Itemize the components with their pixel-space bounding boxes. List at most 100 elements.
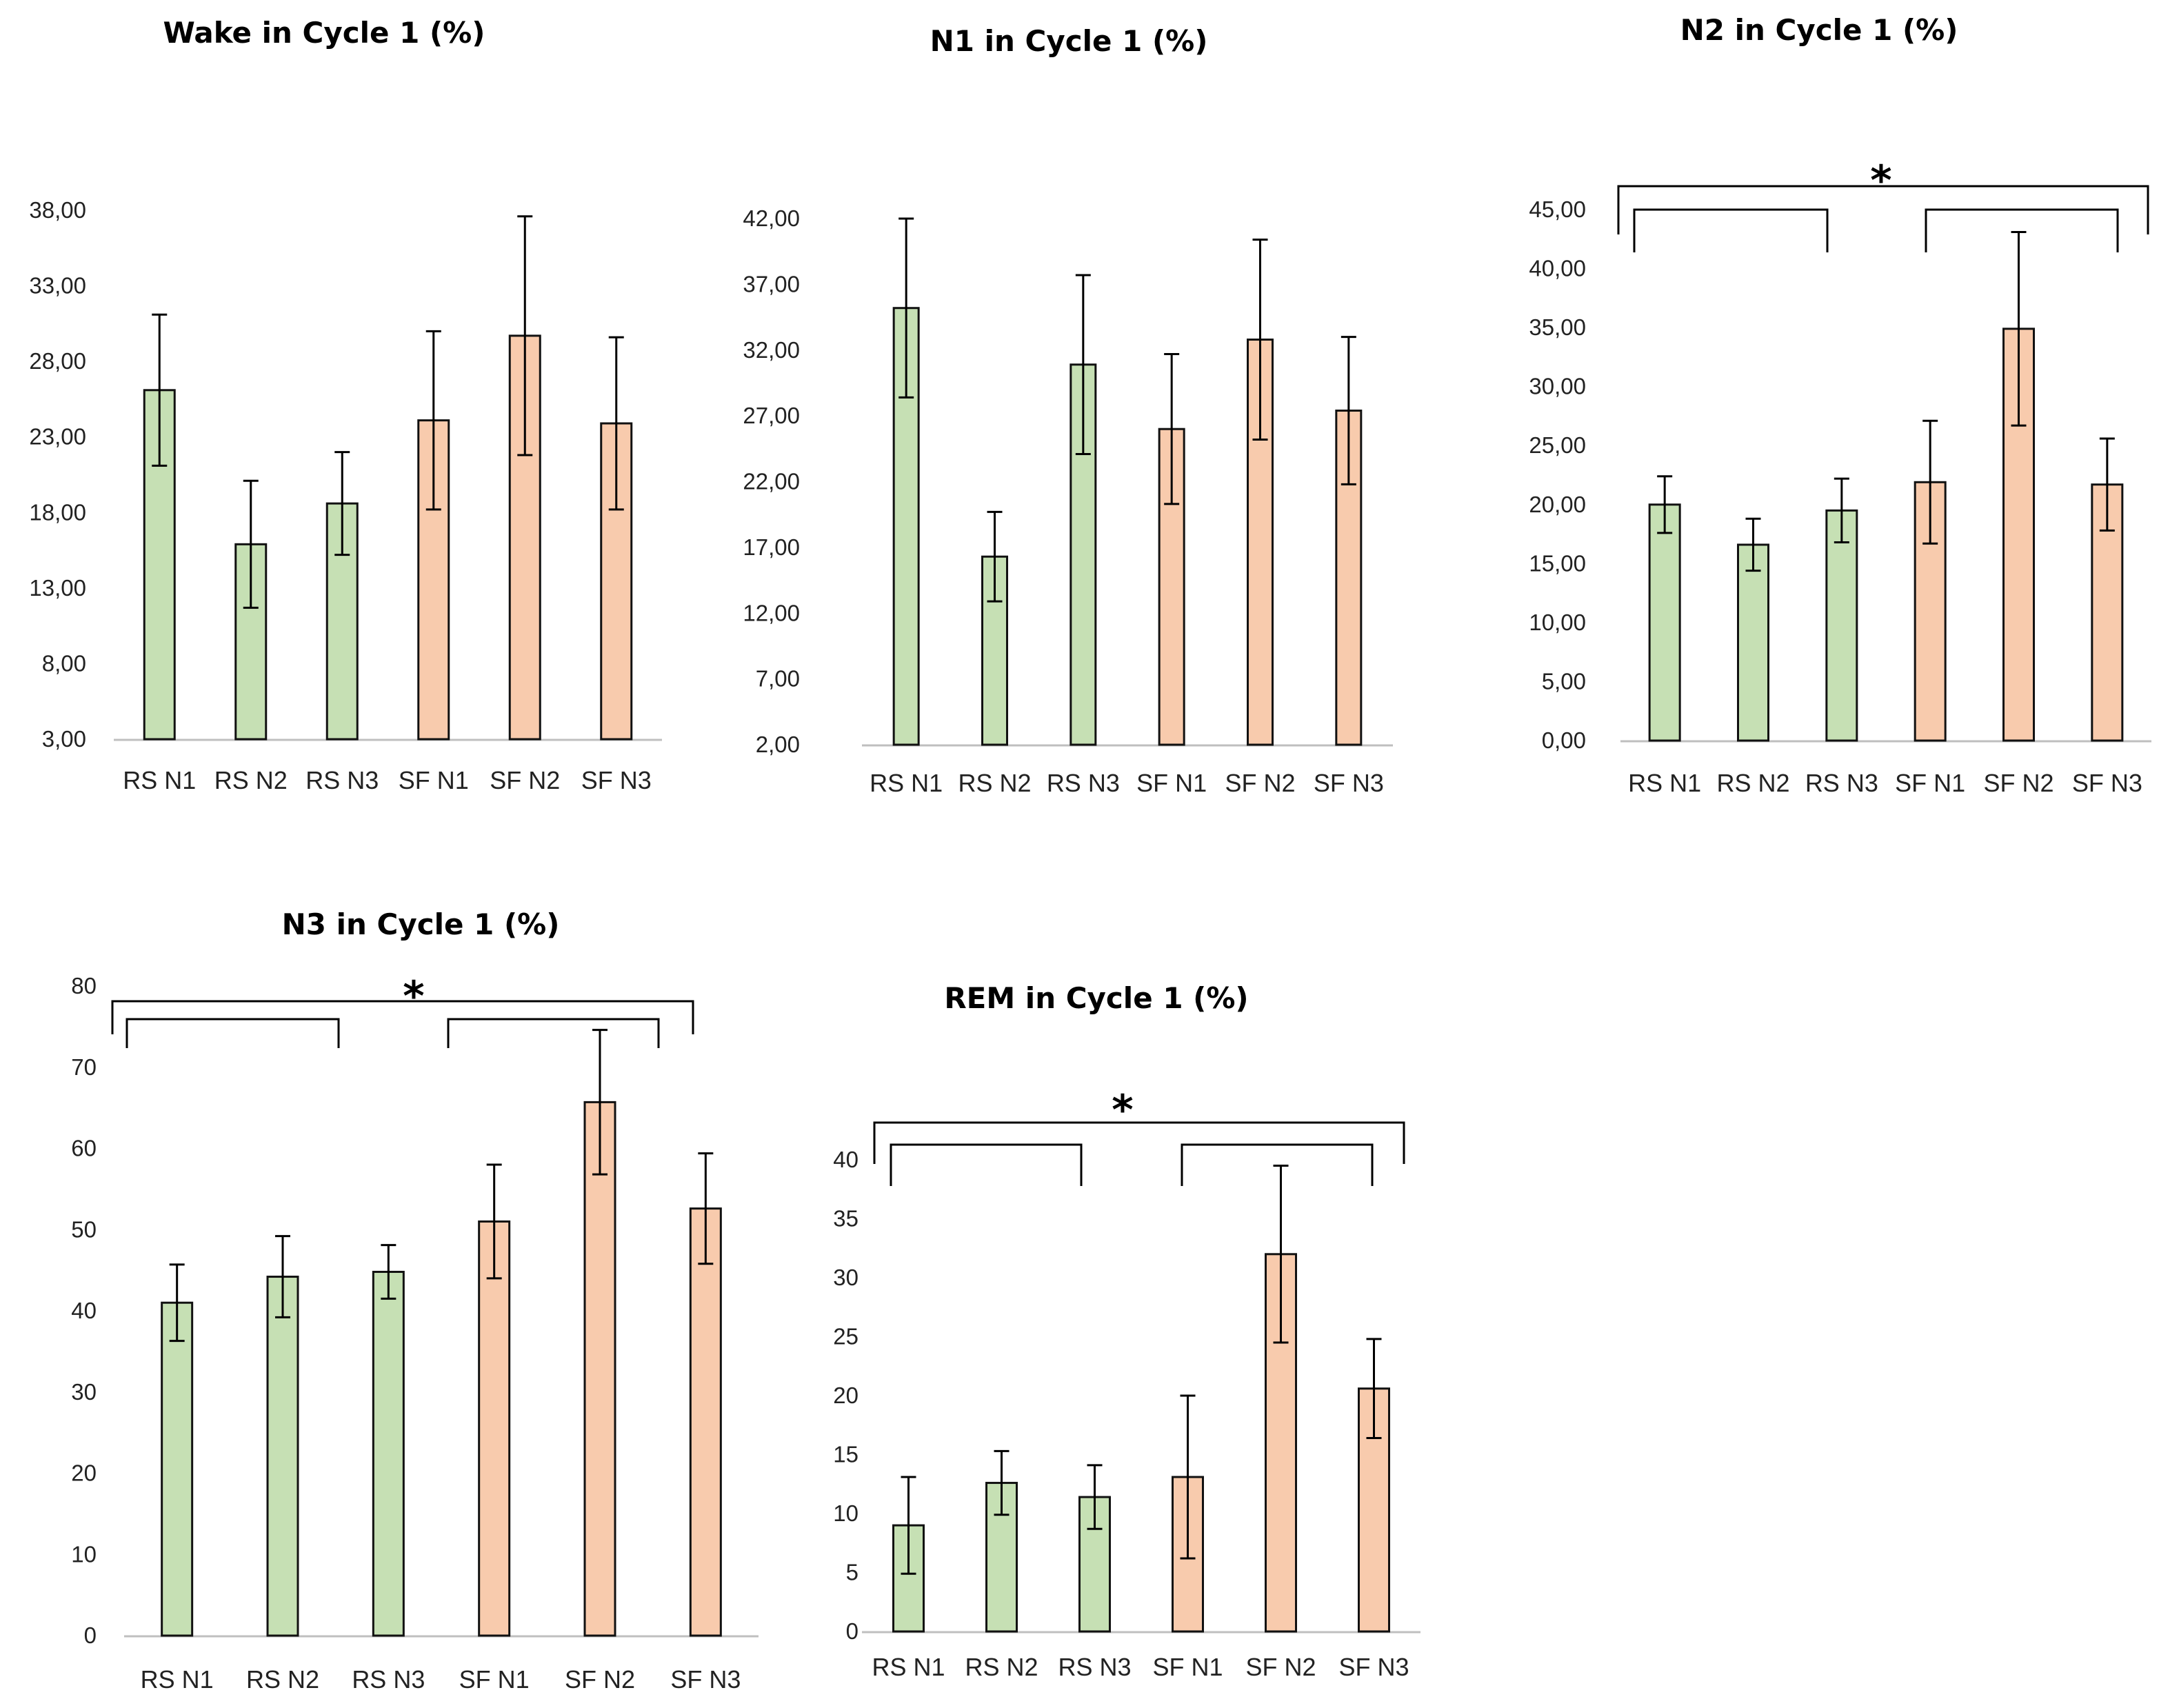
y-tick-label: 20,00 bbox=[1529, 492, 1586, 517]
x-category-label: SF N3 bbox=[1338, 1653, 1409, 1681]
y-tick-label: 30 bbox=[833, 1265, 858, 1290]
chart-n1: N1 in Cycle 1 (%) 2,00 7,00 12,00 17,00 22,00… bbox=[743, 24, 1393, 797]
y-tick-label: 40,00 bbox=[1529, 256, 1586, 281]
y-tick-label: 35 bbox=[833, 1206, 858, 1232]
y-tick-label: 23,00 bbox=[29, 424, 86, 450]
y-tick-label: 17,00 bbox=[743, 534, 800, 560]
x-category-label: SF N2 bbox=[490, 766, 560, 794]
y-tick-label: 15 bbox=[833, 1442, 858, 1467]
y-tick-label: 33,00 bbox=[29, 273, 86, 299]
chart-title: N1 in Cycle 1 (%) bbox=[930, 24, 1208, 58]
y-tick-label: 13,00 bbox=[29, 575, 86, 601]
y-tick-label: 20 bbox=[71, 1460, 97, 1486]
y-tick-label: 27,00 bbox=[743, 403, 800, 428]
y-tick-label: 22,00 bbox=[743, 469, 800, 494]
x-category-label: SF N1 bbox=[459, 1665, 530, 1694]
y-tick-label: 20 bbox=[833, 1383, 858, 1408]
significance-bracket-group bbox=[1181, 1143, 1374, 1186]
y-tick-label: 5,00 bbox=[1542, 668, 1586, 694]
y-tick-label: 0 bbox=[84, 1622, 97, 1648]
significance-star: * bbox=[1870, 157, 1891, 205]
bar-rs-n1 bbox=[1648, 503, 1681, 742]
y-tick-label: 25,00 bbox=[1529, 432, 1586, 458]
y-tick-label: 0 bbox=[846, 1618, 858, 1644]
x-category-label: RS N3 bbox=[352, 1665, 425, 1694]
significance-star: * bbox=[1112, 1086, 1133, 1134]
bar-rs-n3 bbox=[1825, 509, 1858, 742]
y-tick-label: 3,00 bbox=[42, 726, 86, 752]
bar-rs-n2 bbox=[1737, 543, 1769, 742]
x-category-label: SF N3 bbox=[670, 1665, 741, 1694]
x-category-label: RS N2 bbox=[958, 769, 1031, 797]
chart-title: N2 in Cycle 1 (%) bbox=[1680, 13, 1958, 47]
y-tick-label: 45,00 bbox=[1529, 197, 1586, 222]
y-tick-label: 15,00 bbox=[1529, 550, 1586, 576]
x-category-label: RS N2 bbox=[965, 1653, 1038, 1681]
x-category-label: RS N1 bbox=[123, 766, 196, 794]
y-tick-label: 10 bbox=[833, 1500, 858, 1526]
y-tick-label: 10,00 bbox=[1529, 610, 1586, 635]
y-tick-label: 7,00 bbox=[756, 666, 800, 692]
significance-bracket-group bbox=[890, 1143, 1083, 1186]
x-category-label: SF N2 bbox=[565, 1665, 635, 1694]
x-category-label: SF N2 bbox=[1245, 1653, 1316, 1681]
x-category-label: SF N2 bbox=[1225, 769, 1295, 797]
significance-bracket-group bbox=[125, 1018, 340, 1048]
y-tick-label: 80 bbox=[71, 973, 97, 998]
significance-bracket-outer bbox=[111, 1000, 694, 1034]
y-tick-label: 38,00 bbox=[29, 197, 86, 223]
significance-bracket-outer bbox=[873, 1121, 1405, 1164]
y-tick-label: 12,00 bbox=[743, 600, 800, 625]
x-category-label: SF N3 bbox=[1314, 769, 1384, 797]
y-tick-label: 40 bbox=[71, 1298, 97, 1323]
y-tick-label: 0,00 bbox=[1542, 727, 1586, 753]
x-category-label: RS N2 bbox=[246, 1665, 319, 1694]
x-category-label: SF N1 bbox=[1895, 769, 1965, 797]
x-category-label: RS N1 bbox=[870, 769, 943, 797]
chart-n2: N2 in Cycle 1 (%) 0,00 5,00 10,00 15,00 20,00… bbox=[1529, 13, 2151, 797]
x-category-label: RS N1 bbox=[872, 1653, 945, 1681]
x-category-label: RS N3 bbox=[1805, 769, 1878, 797]
y-tick-label: 30,00 bbox=[1529, 374, 1586, 399]
y-tick-label: 35,00 bbox=[1529, 314, 1586, 340]
bar-rs-n1 bbox=[161, 1301, 194, 1637]
x-category-label: RS N1 bbox=[141, 1665, 214, 1694]
y-tick-label: 5 bbox=[846, 1560, 858, 1585]
y-tick-label: 70 bbox=[71, 1054, 97, 1080]
y-tick-label: 25 bbox=[833, 1324, 858, 1349]
x-category-label: SF N1 bbox=[1136, 769, 1207, 797]
x-category-label: SF N3 bbox=[581, 766, 652, 794]
x-category-label: RS N2 bbox=[214, 766, 288, 794]
y-tick-label: 40 bbox=[833, 1147, 858, 1172]
x-category-label: RS N1 bbox=[1628, 769, 1701, 797]
x-category-label: SF N2 bbox=[1983, 769, 2053, 797]
y-tick-label: 42,00 bbox=[743, 205, 800, 231]
chart-n3: N3 in Cycle 1 (%) 0 10 20 30 40 50 60 70 80 RS N1 R… bbox=[71, 907, 759, 1694]
chart-wake: Wake in Cycle 1 (%) 3,00 8,00 13,00 18,00 23,… bbox=[29, 16, 662, 794]
significance-bracket-outer bbox=[1617, 185, 2149, 234]
y-tick-label: 50 bbox=[71, 1216, 97, 1242]
y-tick-label: 8,00 bbox=[42, 650, 86, 676]
chart-title: N3 in Cycle 1 (%) bbox=[282, 907, 560, 941]
significance-bracket-group bbox=[447, 1018, 660, 1048]
significance-star: * bbox=[403, 972, 424, 1021]
y-tick-label: 60 bbox=[71, 1136, 97, 1161]
x-category-label: SF N1 bbox=[1152, 1653, 1223, 1681]
y-tick-label: 30 bbox=[71, 1379, 97, 1405]
significance-bracket-group bbox=[1925, 208, 2119, 252]
bar-sf-n1 bbox=[478, 1220, 511, 1637]
y-tick-label: 28,00 bbox=[29, 348, 86, 374]
bar-sf-n2 bbox=[583, 1101, 616, 1637]
bar-rs-n3 bbox=[372, 1270, 405, 1637]
y-tick-label: 32,00 bbox=[743, 337, 800, 363]
y-tick-label: 37,00 bbox=[743, 271, 800, 297]
x-category-label: RS N2 bbox=[1716, 769, 1789, 797]
y-tick-label: 10 bbox=[71, 1541, 97, 1567]
chart-title: REM in Cycle 1 (%) bbox=[944, 981, 1248, 1015]
significance-bracket-group bbox=[1633, 208, 1829, 252]
x-category-label: RS N3 bbox=[305, 766, 379, 794]
x-category-label: RS N3 bbox=[1047, 769, 1120, 797]
y-tick-label: 2,00 bbox=[756, 732, 800, 757]
bar-sf-n3 bbox=[689, 1207, 722, 1637]
